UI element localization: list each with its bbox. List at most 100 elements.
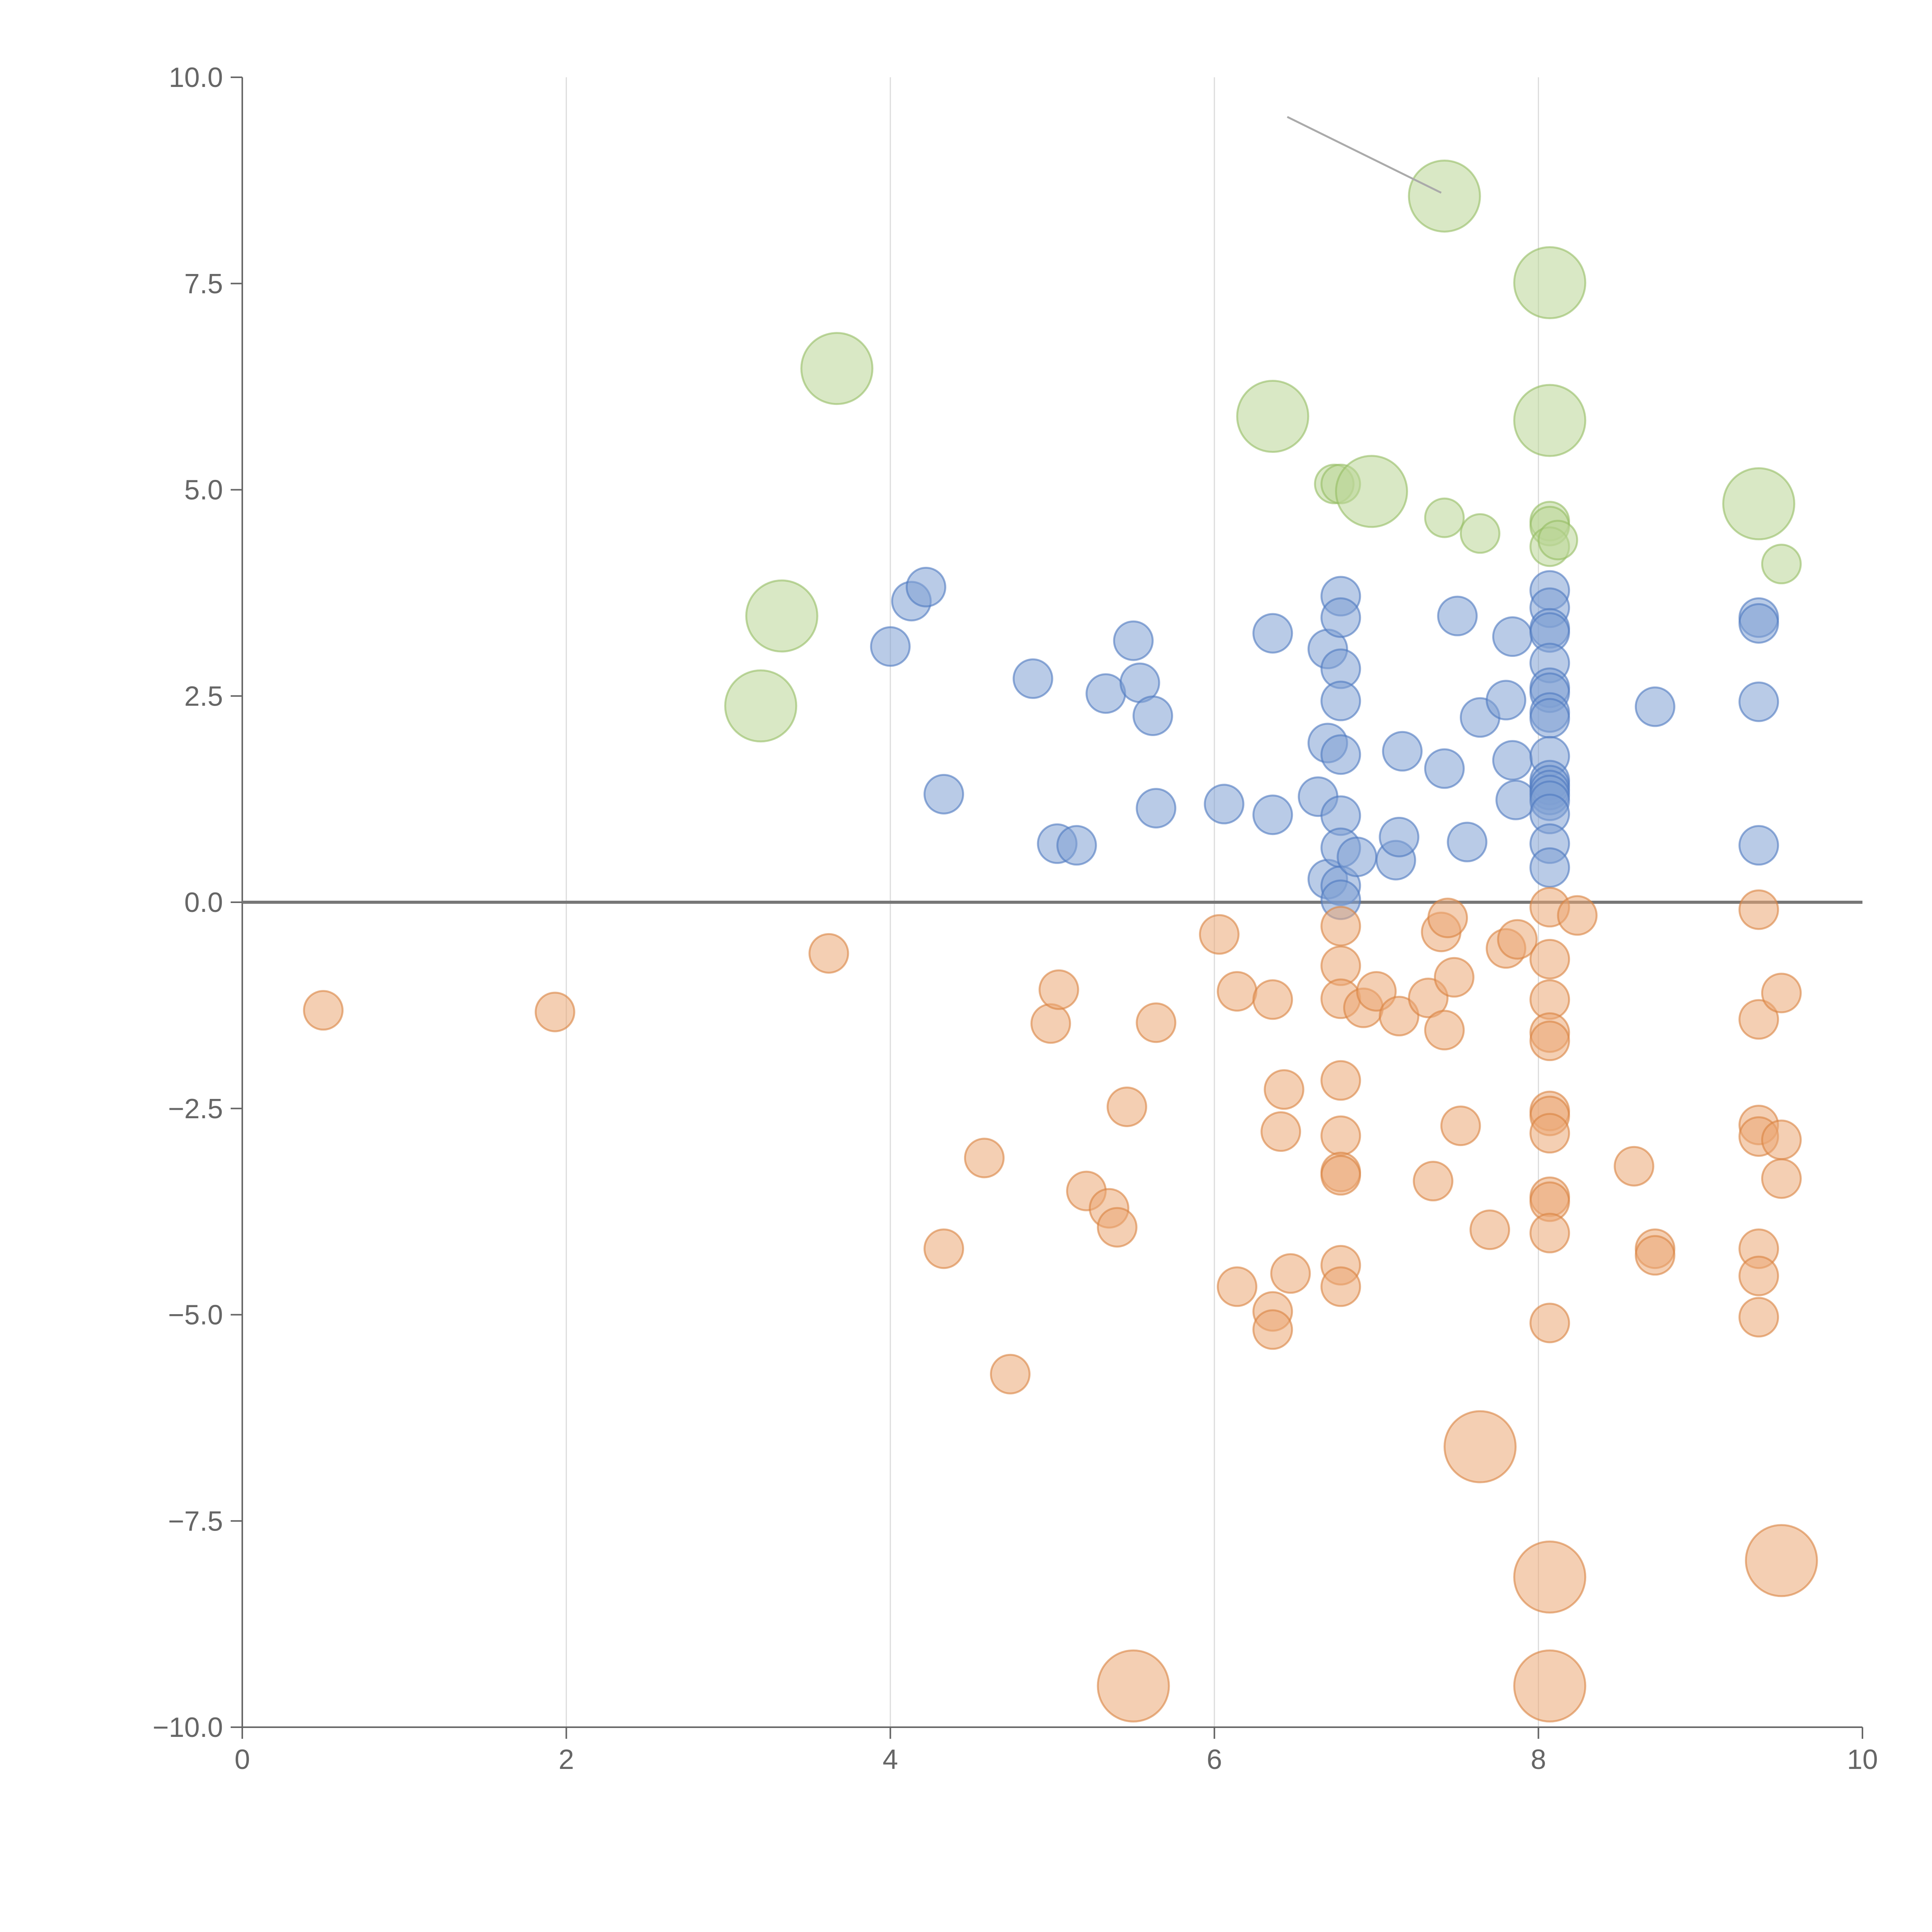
scatter-point-positive [1437,595,1478,636]
x-tick-label: 8 [1531,1744,1546,1775]
scatter-point-negative [1529,939,1570,980]
scatter-point-negative [1738,1255,1779,1296]
scatter-point-negative [1136,1002,1177,1043]
axes [231,77,1863,1739]
scatter-point-small-green [1459,513,1500,554]
scatter-point-negative [303,990,344,1031]
x-tick-label: 0 [235,1744,250,1775]
highlighted-point [745,579,818,653]
scatter-point-positive [1085,673,1126,714]
x-tick-label: 2 [559,1744,574,1775]
scatter-point-negative [1434,957,1475,998]
scatter-point-positive [1738,825,1779,866]
scatter-point-negative [1469,1209,1510,1250]
scatter-point-negative [1529,1303,1570,1344]
scatter-point-positive [1204,784,1245,825]
annotation-connector [1287,116,1442,194]
scatter-point-negative [964,1138,1005,1179]
scatter-point-negative [1427,898,1468,939]
scatter-point-negative [1557,895,1598,936]
scatter-point-positive [1529,698,1570,739]
scatter-point-small-green [1761,544,1802,585]
scatter-point-negative [1320,1155,1361,1196]
y-tick-label: 5.0 [184,475,223,506]
highlighted-point [1513,246,1587,320]
scatter-point-negative [1320,1115,1361,1156]
highlighted-point [800,332,874,405]
scatter-point-negative [1761,973,1802,1014]
highlighted-point [1513,1649,1587,1723]
highlighted-point [1097,1649,1170,1723]
scatter-point-positive [905,566,946,607]
scatter-point-negative [1264,1069,1304,1110]
scatter-point-negative [1413,1161,1454,1202]
highlighted-point [1408,159,1481,233]
scatter-point-negative [1030,1003,1071,1044]
y-tick-label: −7.5 [168,1506,223,1537]
scatter-point-negative [1097,1207,1138,1248]
x-tick-label: 4 [883,1744,898,1775]
scatter-point-positive [1012,658,1053,699]
scatter-point-negative [1529,1020,1570,1061]
scatter-point-positive [923,774,964,815]
scatter-point-negative [1529,1113,1570,1154]
scatter-point-positive [1320,597,1361,638]
scatter-point-negative [1320,1060,1361,1101]
scatter-point-negative [808,933,849,974]
scatter-point-positive [1320,734,1361,775]
scatter-point-negative [1270,1253,1311,1294]
scatter-point-positive [1486,680,1527,721]
scatter-point-negative [923,1228,964,1269]
y-tick-label: −2.5 [168,1094,223,1124]
scatter-point-negative [1440,1105,1481,1146]
scatter-point-positive [1379,816,1420,857]
scatter-point-negative [1320,906,1361,947]
scatter-point-positive [870,626,911,667]
scatter-point-negative [1614,1146,1655,1187]
scatter-point-negative [1529,1213,1570,1253]
scatter-point-negative [534,992,575,1032]
scatter-point-positive [1738,603,1779,644]
scatter-point-negative [1738,1297,1779,1338]
y-tick-label: −10.0 [153,1712,223,1743]
tick-labels: 0 2 4 6 8 10 10.0 7.5 5.0 2.5 0.0 −2.5 −5.0 −7.5 −10.0 [153,62,1878,1775]
scatter-point-small-green [1537,520,1578,561]
scatter-point-positive [1252,794,1293,835]
scatter-point-negative [1424,1010,1465,1051]
scatter-point-positive [1337,837,1378,878]
y-tick-label: 7.5 [184,269,223,299]
scatter-point-negative [1634,1235,1675,1276]
y-tick-label: −5.0 [168,1300,223,1331]
scatter-point-negative [1738,889,1779,930]
highlighted-point [1745,1524,1818,1597]
scatter-point-negative [1497,919,1538,960]
scatter-point-negative [1252,979,1293,1020]
scatter-point-positive [1492,616,1533,657]
highlighted-point [1513,1540,1587,1614]
y-tick-label: 10.0 [169,62,223,93]
scatter-point-negative [1217,971,1258,1012]
scatter-point-positive [1320,680,1361,721]
scatter-point-positive [1252,613,1293,654]
x-tick-label: 6 [1207,1744,1222,1775]
scatter-point-negative [1252,1309,1293,1350]
scatter-point-positive [1056,825,1097,866]
scatter-point-positive [1447,821,1488,862]
highlighted-point [1722,467,1796,541]
scatter-point-negative [1199,914,1240,955]
highlighted-point [1335,455,1408,528]
highlighted-point [1236,379,1310,453]
scatter-point-negative [1379,996,1420,1037]
scatter-point-negative [1761,1158,1802,1199]
scatter-point-negative [1038,969,1079,1010]
scatter-point-small-green [1424,497,1465,538]
scatter-point-positive [1634,686,1675,727]
scatter-point-positive [1113,620,1154,661]
scatter-point-positive [1382,731,1423,772]
scatter-point-negative [1738,999,1779,1040]
y-tick-label: 2.5 [184,681,223,712]
y-tick-label: 0.0 [184,887,223,918]
scatter-point-negative [1761,1119,1802,1160]
scatter-point-negative [1217,1266,1258,1307]
